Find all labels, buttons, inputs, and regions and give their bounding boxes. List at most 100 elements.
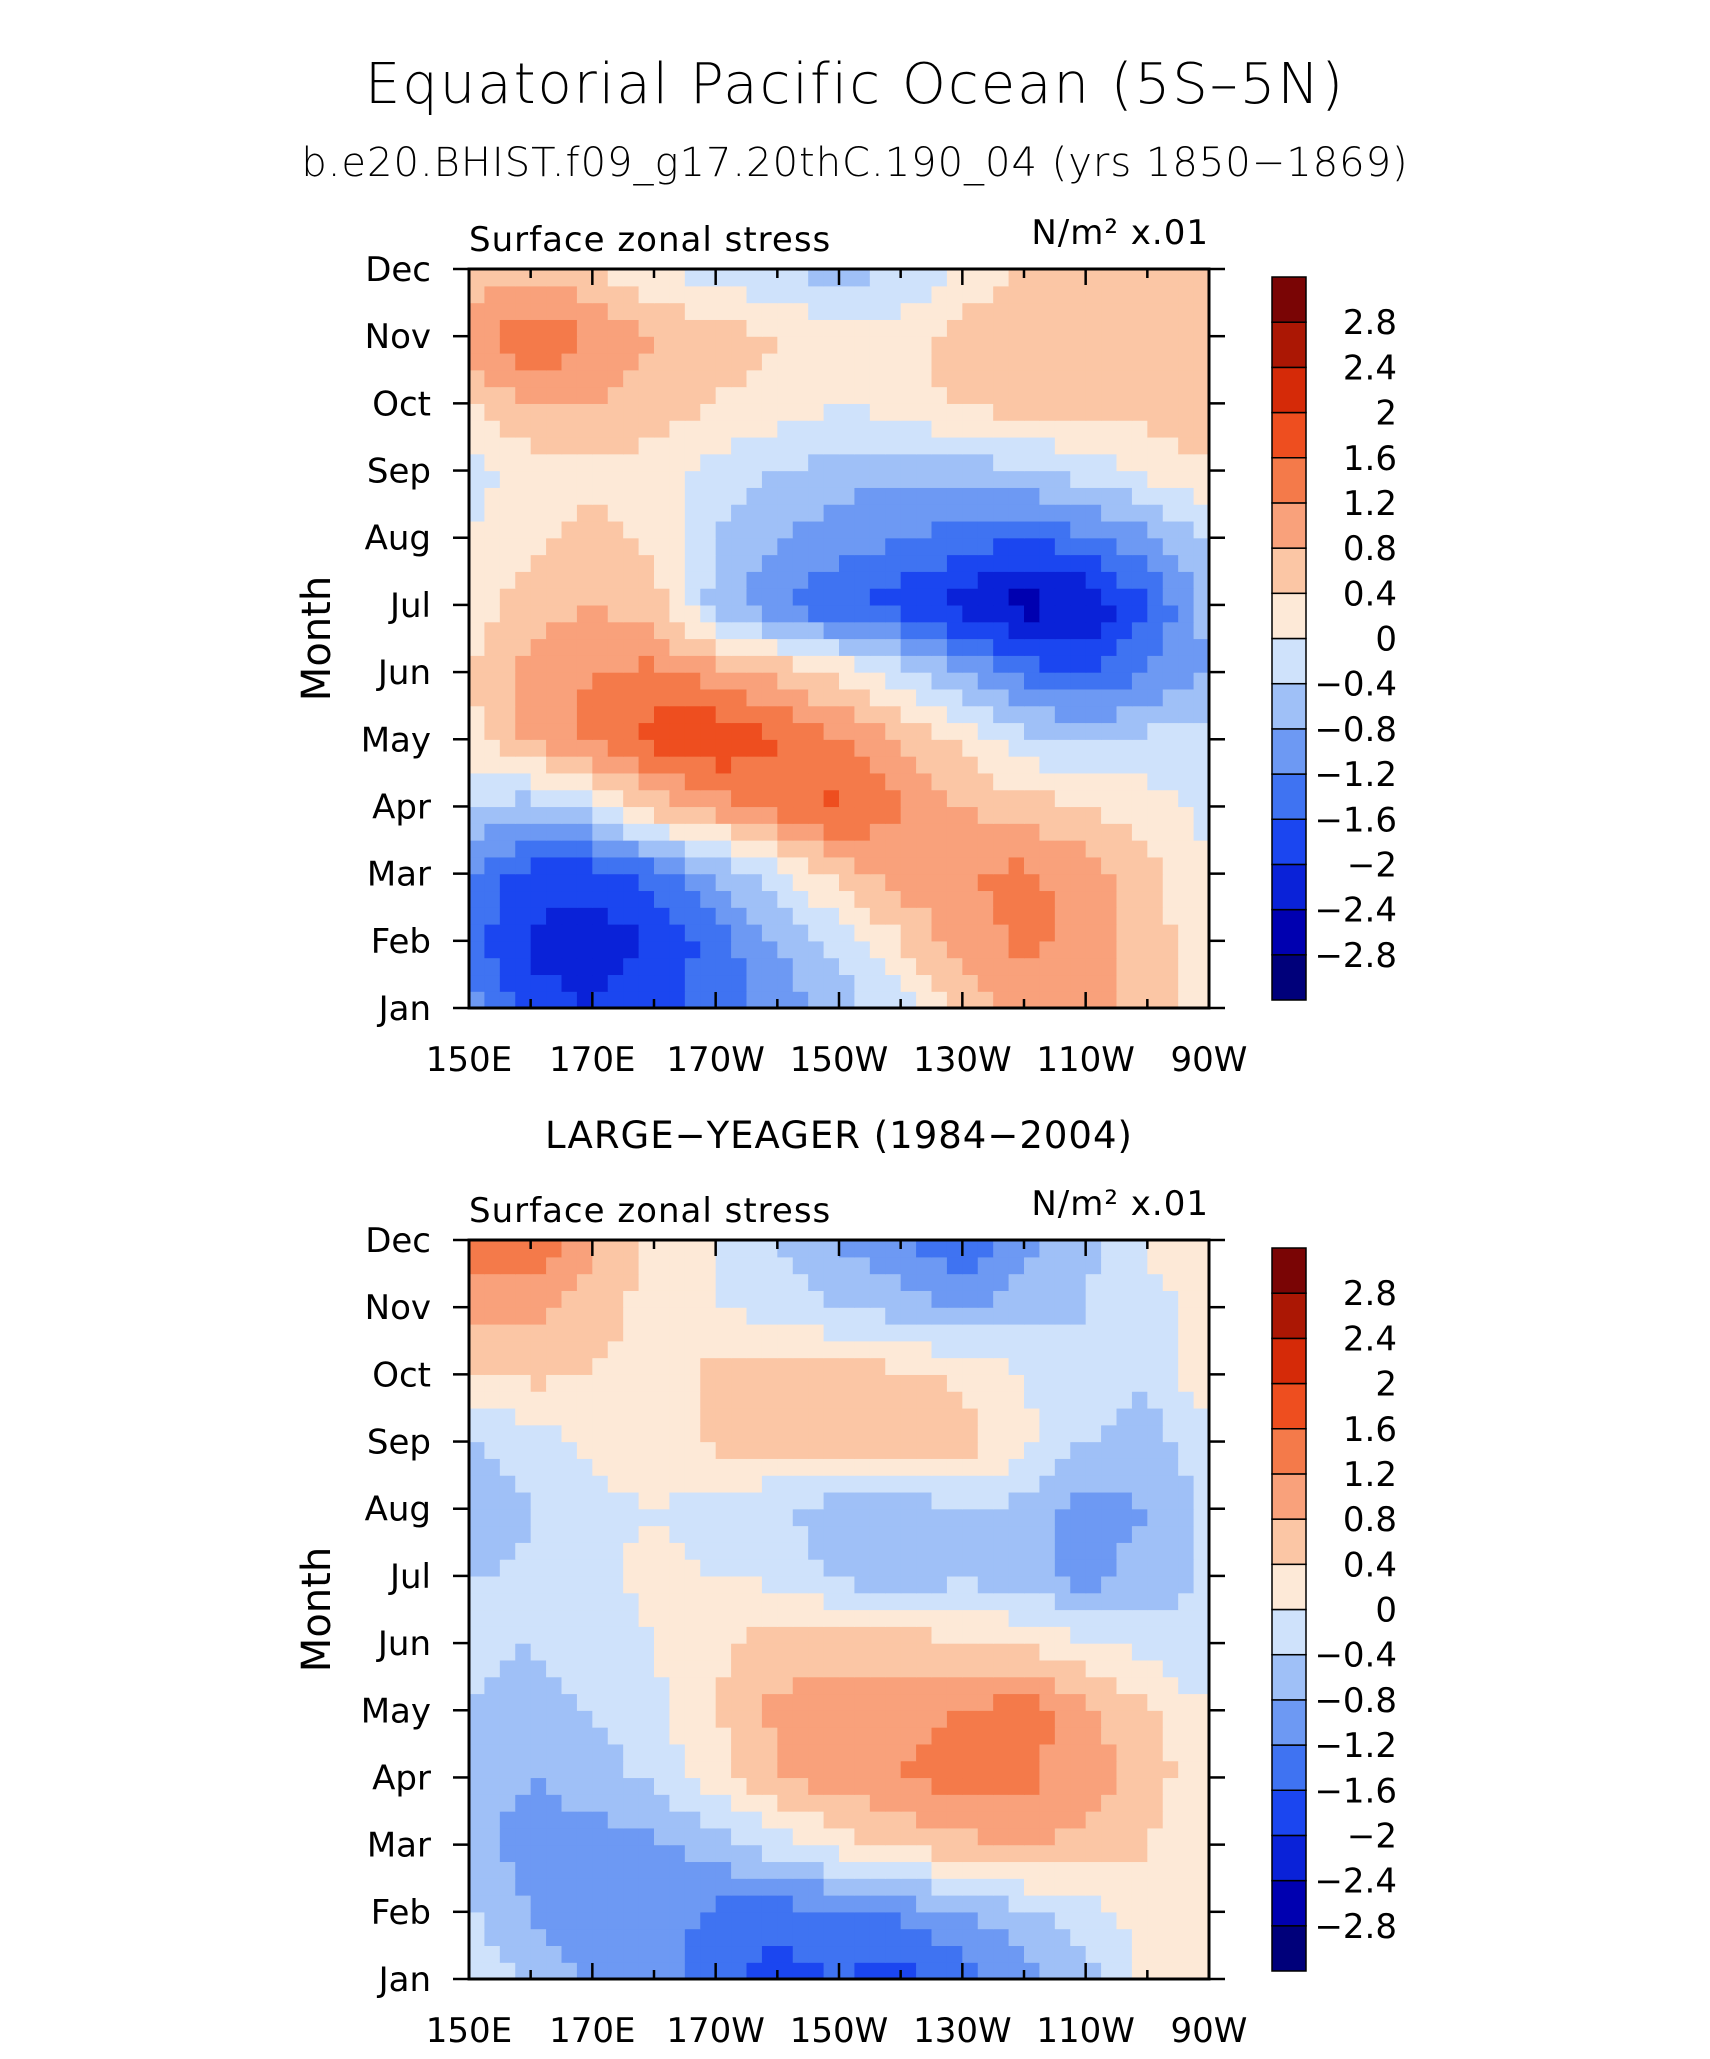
contour-cell bbox=[1147, 487, 1164, 505]
contour-cell bbox=[684, 1676, 701, 1695]
contour-cell bbox=[731, 672, 748, 690]
contour-cell bbox=[515, 319, 532, 337]
contour-cell bbox=[700, 1895, 717, 1913]
contour-cell bbox=[1085, 487, 1102, 505]
contour-cell bbox=[1024, 588, 1041, 606]
contour-cell bbox=[946, 436, 963, 455]
contour-cell bbox=[499, 302, 516, 320]
contour-cell bbox=[669, 1945, 686, 1963]
contour-cell bbox=[576, 537, 593, 556]
contour-cell bbox=[977, 1911, 994, 1930]
contour-cell bbox=[1039, 1458, 1056, 1476]
contour-cell bbox=[684, 537, 701, 556]
contour-cell bbox=[1193, 1256, 1209, 1275]
contour-cell bbox=[499, 1475, 516, 1493]
contour-cell bbox=[1162, 1441, 1179, 1459]
contour-cell bbox=[1193, 1911, 1209, 1930]
contour-cell bbox=[792, 789, 809, 808]
contour-cell bbox=[1024, 907, 1041, 925]
contour-cell bbox=[885, 772, 902, 791]
contour-cell bbox=[1193, 1592, 1209, 1611]
contour-cell bbox=[1101, 504, 1118, 522]
contour-cell bbox=[1193, 1727, 1209, 1745]
contour-cell bbox=[823, 823, 840, 841]
contour-cell bbox=[561, 1659, 578, 1678]
contour-cell bbox=[561, 672, 578, 690]
contour-cell bbox=[669, 302, 686, 320]
contour-cell bbox=[576, 319, 593, 337]
contour-cell bbox=[1101, 890, 1118, 908]
contour-cell bbox=[1162, 789, 1179, 808]
contour-cell bbox=[962, 1626, 979, 1644]
contour-cell bbox=[869, 1340, 886, 1359]
contour-cell bbox=[777, 436, 794, 455]
contour-cell bbox=[515, 1407, 532, 1426]
contour-cell bbox=[777, 1827, 794, 1846]
contour-cell bbox=[731, 638, 748, 656]
contour-cell bbox=[592, 1760, 609, 1779]
contour-cell bbox=[839, 1777, 856, 1795]
contour-cell bbox=[839, 1256, 856, 1275]
contour-cell bbox=[946, 1525, 963, 1543]
contour-cell bbox=[607, 336, 624, 354]
contour-cell bbox=[623, 1659, 640, 1678]
contour-cell bbox=[869, 1878, 886, 1896]
colorbar-box bbox=[1271, 1744, 1307, 1791]
contour-cell bbox=[839, 1827, 856, 1846]
contour-cell bbox=[977, 705, 994, 724]
contour-cell bbox=[993, 1559, 1010, 1577]
contour-cell bbox=[715, 1760, 732, 1779]
contour-cell bbox=[792, 604, 809, 623]
contour-cell bbox=[1054, 907, 1071, 925]
contour-cell bbox=[1101, 688, 1118, 707]
contour-cell bbox=[885, 1777, 902, 1795]
contour-cell bbox=[1193, 1609, 1209, 1627]
contour-cell bbox=[777, 1508, 794, 1527]
contour-cell bbox=[592, 571, 609, 589]
contour-cell bbox=[1178, 285, 1195, 304]
contour-cell bbox=[700, 1290, 717, 1308]
contour-cell bbox=[623, 638, 640, 656]
contour-cell bbox=[469, 1928, 486, 1947]
contour-cell bbox=[1008, 1777, 1025, 1795]
contour-cell bbox=[469, 285, 486, 304]
contour-cell bbox=[607, 1307, 624, 1325]
contour-cell bbox=[561, 1727, 578, 1745]
contour-cell bbox=[469, 1626, 486, 1644]
contour-cell bbox=[916, 554, 933, 572]
contour-cell bbox=[792, 974, 809, 992]
contour-cell bbox=[1193, 1441, 1209, 1459]
contour-cell bbox=[1054, 1827, 1071, 1846]
contour-cell bbox=[885, 672, 902, 690]
contour-cell bbox=[561, 1895, 578, 1913]
contour-cell bbox=[900, 1525, 917, 1543]
contour-cell bbox=[1147, 890, 1164, 908]
contour-cell bbox=[931, 1760, 948, 1779]
contour-cell bbox=[1070, 1911, 1087, 1930]
contour-cell bbox=[1008, 672, 1025, 690]
contour-cell bbox=[823, 403, 840, 421]
contour-cell bbox=[839, 1928, 856, 1947]
contour-cell bbox=[746, 1811, 763, 1829]
contour-cell bbox=[761, 1475, 778, 1493]
contour-cell bbox=[993, 1609, 1010, 1627]
contour-cell bbox=[1178, 1760, 1195, 1779]
contour-cell bbox=[684, 940, 701, 959]
contour-cell bbox=[607, 655, 624, 673]
contour-cell bbox=[869, 1391, 886, 1409]
contour-cell bbox=[777, 520, 794, 539]
contour-cell bbox=[839, 285, 856, 304]
contour-cell bbox=[484, 1340, 501, 1359]
contour-cell bbox=[962, 588, 979, 606]
contour-cell bbox=[761, 1693, 778, 1711]
contour-cell bbox=[638, 1240, 655, 1258]
contour-cell bbox=[561, 756, 578, 774]
contour-cell bbox=[1039, 705, 1056, 724]
contour-cell bbox=[669, 1441, 686, 1459]
contour-cell bbox=[607, 705, 624, 724]
contour-cell bbox=[916, 621, 933, 640]
contour-cell bbox=[700, 1861, 717, 1879]
contour-cell bbox=[916, 1861, 933, 1879]
contour-cell bbox=[1147, 974, 1164, 992]
contour-cell bbox=[654, 453, 671, 472]
